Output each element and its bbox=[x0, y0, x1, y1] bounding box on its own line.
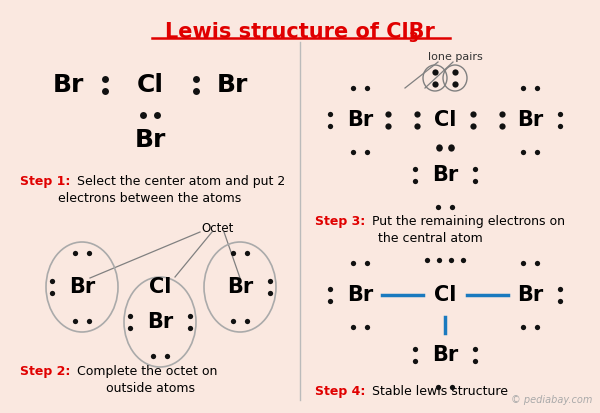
Text: Cl: Cl bbox=[137, 73, 163, 97]
Text: Br: Br bbox=[227, 277, 253, 297]
Text: Br: Br bbox=[432, 345, 458, 365]
Text: © pediabay.com: © pediabay.com bbox=[511, 395, 592, 405]
Text: Step 1:: Step 1: bbox=[20, 175, 70, 188]
Text: Br: Br bbox=[517, 285, 543, 305]
Text: Select the center atom and put 2: Select the center atom and put 2 bbox=[77, 175, 285, 188]
Text: Br: Br bbox=[217, 73, 248, 97]
Text: Octet: Octet bbox=[202, 222, 234, 235]
Text: Br: Br bbox=[347, 285, 373, 305]
Text: lone pairs: lone pairs bbox=[428, 52, 482, 62]
Text: Br: Br bbox=[517, 110, 543, 130]
Text: Br: Br bbox=[69, 277, 95, 297]
Text: Br: Br bbox=[347, 110, 373, 130]
Text: Step 4:: Step 4: bbox=[315, 385, 365, 398]
Text: Step 2:: Step 2: bbox=[20, 365, 70, 378]
Text: Cl: Cl bbox=[434, 285, 456, 305]
Text: Lewis structure of ClBr: Lewis structure of ClBr bbox=[165, 22, 435, 42]
Text: Stable lewis structure: Stable lewis structure bbox=[372, 385, 508, 398]
Text: Br: Br bbox=[52, 73, 83, 97]
Text: Br: Br bbox=[147, 312, 173, 332]
Text: Step 3:: Step 3: bbox=[315, 215, 365, 228]
Text: Br: Br bbox=[432, 165, 458, 185]
Text: Put the remaining electrons on: Put the remaining electrons on bbox=[372, 215, 565, 228]
Text: electrons between the atoms: electrons between the atoms bbox=[58, 192, 242, 205]
Text: 3: 3 bbox=[408, 31, 418, 45]
Text: Cl: Cl bbox=[149, 277, 171, 297]
Text: Complete the octet on: Complete the octet on bbox=[77, 365, 217, 378]
Text: the central atom: the central atom bbox=[377, 232, 482, 245]
Text: outside atoms: outside atoms bbox=[106, 382, 194, 395]
Text: Cl: Cl bbox=[434, 110, 456, 130]
Text: Br: Br bbox=[134, 128, 166, 152]
